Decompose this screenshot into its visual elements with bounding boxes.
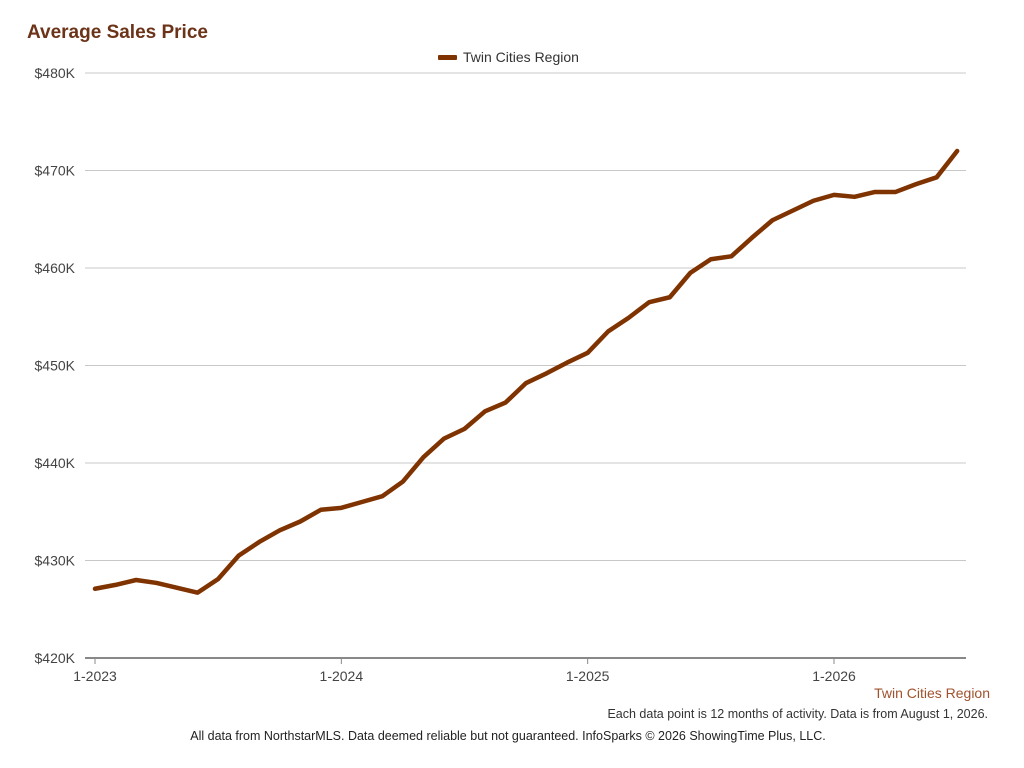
legend-swatch — [438, 54, 457, 60]
data-note: Each data point is 12 months of activity… — [607, 707, 988, 721]
source-footer: All data from NorthstarMLS. Data deemed … — [190, 729, 826, 743]
chart-legend[interactable]: Twin Cities Region — [438, 49, 579, 65]
y-tick-label: $430K — [35, 553, 76, 569]
y-tick-label: $420K — [35, 650, 76, 666]
x-tick-label: 1-2025 — [566, 668, 610, 684]
x-tick-label: 1-2023 — [73, 668, 117, 684]
x-tick-label: 1-2024 — [320, 668, 364, 684]
grid-lines — [85, 72, 966, 561]
chart-title: Average Sales Price — [27, 22, 208, 43]
y-tick-label: $480K — [35, 65, 76, 81]
y-tick-label: $460K — [35, 260, 76, 276]
region-label: Twin Cities Region — [874, 685, 990, 701]
x-axis-ticks: 1-2023 1-2024 1-2025 1-2026 — [73, 658, 856, 684]
y-tick-label: $440K — [35, 455, 76, 471]
y-tick-label: $470K — [35, 163, 76, 179]
legend-label: Twin Cities Region — [463, 49, 579, 65]
y-tick-label: $450K — [35, 358, 76, 374]
x-tick-label: 1-2026 — [812, 668, 856, 684]
series-line — [92, 148, 960, 595]
series-layer — [92, 148, 960, 595]
y-axis-ticks: $420K $430K $440K $450K $460K $470K $480K — [35, 65, 76, 666]
